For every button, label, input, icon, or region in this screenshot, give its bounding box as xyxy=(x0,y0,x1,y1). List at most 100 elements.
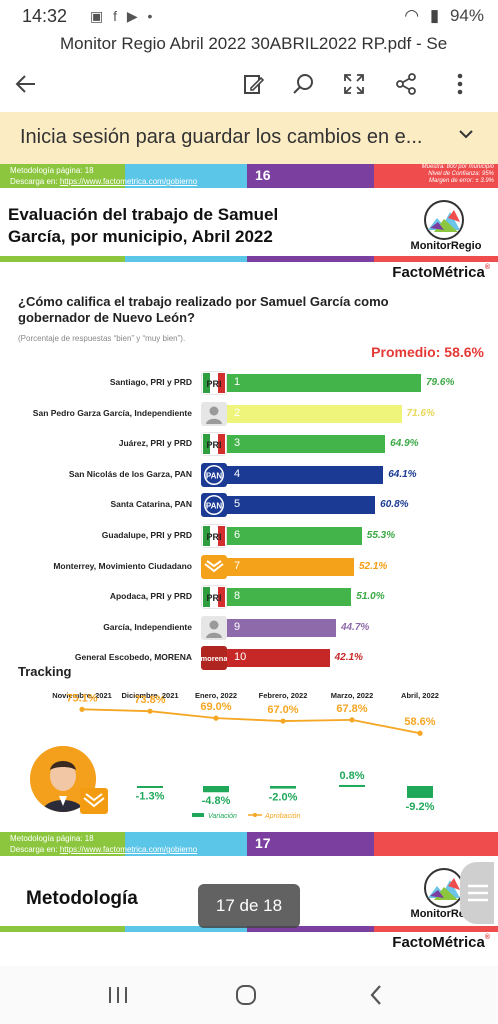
bar-row: Guadalupe, PRI y PRD PRI 6 55.3% xyxy=(0,524,498,548)
battery-level: 94% xyxy=(449,6,484,25)
rank-label: 6 xyxy=(234,529,241,541)
bar xyxy=(227,557,354,576)
cur-page-footer: Metodología página: 18 Descarga en: http… xyxy=(0,832,498,856)
legend-approval-dot xyxy=(253,813,257,817)
bar xyxy=(227,588,352,607)
bar-row: San Pedro Garza García, Independiente 2 71… xyxy=(0,401,498,426)
bar-row: Monterrey, Movimiento Ciudadano 7 52.1% xyxy=(0,554,498,579)
fullscreen-icon[interactable] xyxy=(334,64,374,104)
footer-link[interactable]: https://www.factometrica.com/gobierno xyxy=(59,177,198,186)
legend-variation-label: Variación xyxy=(208,813,237,820)
movimiento-ciudadano-badge xyxy=(80,788,108,814)
bar-value-label: 44.7% xyxy=(340,621,370,633)
bar xyxy=(227,496,376,515)
tracking-chart: Noviembre, 2021 Diciembre, 2021 Enero, 202… xyxy=(52,691,439,820)
search-icon[interactable] xyxy=(284,64,324,104)
bar-row: General Escobedo, MORENA morena 10 42.1% xyxy=(0,646,498,671)
approval-line xyxy=(81,708,421,735)
municipality-label: Apodaca, PRI y PRD xyxy=(109,591,192,602)
bar-value-label: 79.6% xyxy=(426,377,455,388)
municipality-label: San Pedro Garza García, Independiente xyxy=(32,407,192,418)
share-icon[interactable] xyxy=(386,64,426,104)
bar-value-label: 64.1% xyxy=(388,468,417,480)
rank-label: 9 xyxy=(234,620,241,633)
home-icon[interactable] xyxy=(226,980,266,1010)
party-mc-icon xyxy=(201,554,227,579)
rank-label: 1 xyxy=(234,376,241,388)
cur-footer-link[interactable]: https://www.factometrica.com/gobierno xyxy=(59,845,198,854)
sign-in-banner[interactable]: Inicia sesión para guardar los cambios e… xyxy=(0,112,498,164)
footer-green-seg xyxy=(0,164,125,188)
approval-point xyxy=(417,730,423,736)
svg-text:PAN: PAN xyxy=(206,471,223,480)
next-factometrica-text: FactoMétrica xyxy=(392,934,485,951)
wifi-icon: ◠ xyxy=(404,6,420,25)
party-pri-icon: PRI xyxy=(201,432,227,457)
recent-apps-icon[interactable] xyxy=(98,980,138,1010)
party-pan-icon: PAN xyxy=(201,493,227,518)
next-factometrica-logo: FactoMétrica® xyxy=(392,934,490,951)
factometrica-logo: FactoMétrica® xyxy=(392,264,490,281)
monitor-regio-logo-icon xyxy=(424,868,464,908)
municipality-label: Guadalupe, PRI y PRD xyxy=(101,530,192,540)
tracking-title: Tracking xyxy=(18,664,72,679)
back-nav-icon[interactable] xyxy=(356,980,396,1010)
footer-meta: Metodología página: 18 Descarga en: http… xyxy=(10,165,197,187)
bar-row: García, Independiente 9 44.7% xyxy=(0,615,498,640)
bar xyxy=(227,435,386,454)
next-slide-title: Metodología xyxy=(26,888,138,909)
variation-bar xyxy=(339,784,365,787)
approval-value-label: 58.6% xyxy=(404,716,435,728)
bar xyxy=(227,527,362,545)
variation-bar xyxy=(407,786,433,798)
governor-photo xyxy=(30,746,96,812)
approval-point xyxy=(213,715,219,721)
municipality-label: Santa Catarina, PAN xyxy=(110,499,192,510)
svg-text:PAN: PAN xyxy=(206,502,223,511)
party-pri-icon: PRI xyxy=(201,585,227,610)
bar xyxy=(227,618,336,637)
bar xyxy=(227,404,402,423)
status-right: ◠ ▮ 94% xyxy=(398,6,484,26)
municipality-label: General Escobedo, MORENA xyxy=(74,652,192,663)
cur-footer-meta-line1: Metodología página: 18 xyxy=(10,834,94,843)
prev-page-number: 16 xyxy=(255,167,271,183)
chevron-down-icon[interactable] xyxy=(458,125,474,148)
sample-line1: Muestra: 800 por municipio xyxy=(421,164,494,170)
next-slide-colorbar xyxy=(0,926,498,932)
approval-point xyxy=(280,718,286,724)
variation-bar xyxy=(270,786,296,789)
svg-text:PRI: PRI xyxy=(206,440,221,450)
month-tick-label: Noviembre, 2021 xyxy=(52,691,112,700)
legend-approval-label: Aprobación xyxy=(264,813,301,820)
edit-icon[interactable] xyxy=(234,64,274,104)
sample-line2: Nivel de Confianza: 95% xyxy=(428,171,494,177)
rank-label: 5 xyxy=(234,498,241,511)
approval-point xyxy=(79,706,85,712)
approval-point xyxy=(349,717,355,723)
footer-meta-prefix: Descarga en: xyxy=(10,177,60,186)
bar-value-label: 71.6% xyxy=(406,407,435,419)
month-tick-label: Enero, 2022 xyxy=(195,691,237,700)
party-ind-icon xyxy=(201,401,227,426)
variation-bar xyxy=(203,786,229,793)
cur-footer-meta: Metodología página: 18 Descarga en: http… xyxy=(10,833,197,855)
variation-bar xyxy=(137,786,163,788)
status-time: 14:32 xyxy=(22,6,68,26)
bar xyxy=(227,374,421,392)
month-tick-label: Abril, 2022 xyxy=(401,691,439,700)
rank-label: 7 xyxy=(234,559,241,572)
bar-value-label: 52.1% xyxy=(358,560,388,572)
party-pri-icon: PRI xyxy=(201,371,227,395)
variation-value-label: -9.2% xyxy=(406,801,435,813)
fast-scroll-handle[interactable] xyxy=(460,862,494,924)
survey-subquestion: (Porcentaje de respuestas “bien” y “muy … xyxy=(18,334,186,343)
rank-label: 3 xyxy=(234,437,241,450)
sample-line3: Margen de error: ± 3.9% xyxy=(429,178,494,184)
app-toolbar: Monitor Regio Abril 2022 30ABRIL2022 RP.… xyxy=(0,32,498,112)
approval-value-label: 67.8% xyxy=(336,703,367,715)
more-options-icon[interactable] xyxy=(440,64,480,104)
rank-label: 4 xyxy=(234,467,241,480)
banner-text: Inicia sesión para guardar los cambios e… xyxy=(20,126,423,148)
back-arrow-icon[interactable] xyxy=(6,64,46,104)
